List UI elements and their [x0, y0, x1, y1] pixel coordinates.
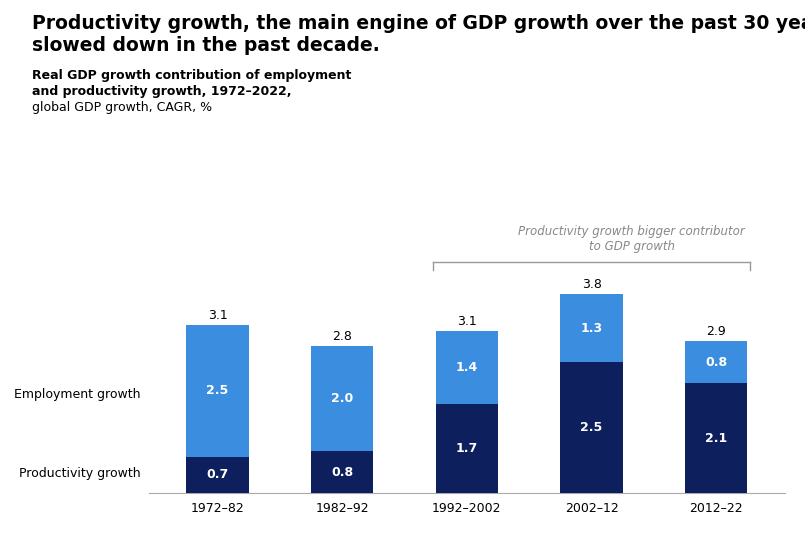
Bar: [560, 362, 623, 493]
Bar: [436, 404, 498, 493]
Text: 1.7: 1.7: [456, 442, 478, 455]
Text: Real GDP growth contribution of employment: Real GDP growth contribution of employme…: [32, 68, 352, 82]
Text: 2.9: 2.9: [707, 325, 726, 338]
Bar: [311, 346, 374, 451]
Bar: [436, 330, 498, 404]
Text: 2.1: 2.1: [705, 432, 728, 444]
Bar: [186, 456, 249, 493]
Text: Productivity growth bigger contributor
to GDP growth: Productivity growth bigger contributor t…: [518, 225, 745, 253]
Text: Productivity growth, the main engine of GDP growth over the past 30 years,: Productivity growth, the main engine of …: [32, 14, 805, 33]
Text: 3.1: 3.1: [457, 315, 477, 328]
Bar: [685, 341, 748, 383]
Text: 1.3: 1.3: [580, 322, 603, 335]
Text: slowed down in the past decade.: slowed down in the past decade.: [32, 36, 380, 55]
Bar: [685, 383, 748, 493]
Text: global GDP growth, CAGR, %: global GDP growth, CAGR, %: [32, 101, 213, 115]
Text: 2.5: 2.5: [206, 385, 229, 397]
Text: 2.5: 2.5: [580, 421, 603, 434]
Text: Productivity growth: Productivity growth: [19, 467, 141, 480]
Text: 0.7: 0.7: [206, 469, 229, 481]
Bar: [311, 451, 374, 493]
Text: 3.1: 3.1: [208, 309, 227, 322]
Bar: [186, 326, 249, 456]
Text: and productivity growth, 1972–2022,: and productivity growth, 1972–2022,: [32, 85, 291, 98]
Text: 1.4: 1.4: [456, 361, 478, 374]
Text: 0.8: 0.8: [331, 466, 353, 479]
Text: 3.8: 3.8: [582, 278, 601, 291]
Bar: [560, 294, 623, 362]
Text: 2.0: 2.0: [331, 392, 353, 406]
Text: Employment growth: Employment growth: [14, 389, 141, 402]
Text: 2.8: 2.8: [332, 330, 352, 343]
Text: 0.8: 0.8: [705, 356, 728, 369]
